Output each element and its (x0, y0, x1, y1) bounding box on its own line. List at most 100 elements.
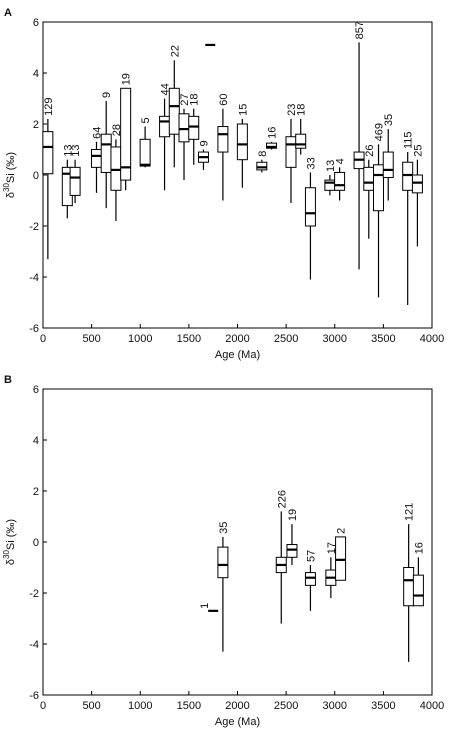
y-tick-label: 2 (33, 119, 39, 131)
box (403, 567, 415, 607)
y-tick-label: -6 (29, 690, 39, 702)
count-label: 15 (237, 104, 249, 116)
x-tick-label: 3500 (371, 700, 395, 712)
count-label: 16 (267, 127, 279, 139)
box (304, 187, 316, 227)
count-label: 13 (70, 144, 82, 156)
count-label: 19 (121, 73, 133, 85)
box (411, 174, 423, 194)
y-tick-label: 4 (33, 435, 39, 447)
box (217, 546, 229, 579)
y-tick-label: -4 (29, 272, 39, 284)
count-label: 4 (335, 158, 347, 164)
box (159, 115, 171, 138)
y-axis-label: δ30Si (‰) (2, 519, 17, 565)
x-tick-label: 2500 (274, 333, 298, 345)
count-label: 64 (91, 127, 103, 139)
count-label: 2 (336, 528, 348, 534)
y-tick-label: 0 (33, 537, 39, 549)
count-label: 25 (412, 144, 424, 156)
x-tick-label: 1500 (177, 700, 201, 712)
x-tick-label: 0 (40, 333, 46, 345)
x-tick-label: 1500 (177, 333, 201, 345)
count-label: 27 (179, 93, 191, 105)
x-tick-label: 0 (40, 700, 46, 712)
x-axis-label: Age (Ma) (215, 716, 260, 728)
x-tick-label: 4000 (420, 700, 444, 712)
count-label: 9 (101, 92, 113, 98)
box (100, 133, 112, 173)
x-tick-label: 1000 (128, 333, 152, 345)
y-tick-label: 6 (33, 384, 39, 396)
box (178, 113, 190, 143)
count-label: 60 (218, 93, 230, 105)
count-label: 18 (189, 93, 201, 105)
x-tick-label: 1000 (128, 700, 152, 712)
y-label-part: δ (5, 559, 17, 565)
y-label-superscript: 30 (2, 550, 11, 559)
count-label: 129 (43, 98, 55, 116)
count-label: 19 (287, 509, 299, 521)
y-tick-label: 0 (33, 170, 39, 182)
x-axis-label: Age (Ma) (215, 349, 260, 361)
y-label-part: Si (‰) (5, 152, 17, 183)
count-label: 13 (325, 160, 337, 172)
plot-frame (42, 388, 433, 696)
count-label: 857 (354, 21, 366, 39)
x-tick-label: 500 (82, 333, 100, 345)
count-label: 5 (140, 117, 152, 123)
count-label: 33 (305, 157, 317, 169)
box (286, 544, 298, 558)
y-label-part: Si (‰) (5, 519, 17, 550)
x-tick-label: 4000 (420, 333, 444, 345)
count-label: 469 (374, 123, 386, 141)
count-label: 28 (111, 124, 123, 136)
count-label: 57 (305, 550, 317, 562)
box (168, 87, 180, 135)
count-label: 226 (276, 490, 288, 508)
box (382, 151, 394, 179)
box (90, 149, 102, 168)
y-tick-label: -4 (29, 639, 39, 651)
box (304, 572, 316, 586)
x-tick-label: 2000 (225, 333, 249, 345)
count-label: 18 (296, 104, 308, 116)
count-label: 22 (169, 45, 181, 57)
x-tick-label: 3000 (323, 333, 347, 345)
box (412, 574, 424, 607)
count-label: 17 (326, 542, 338, 554)
box (236, 123, 248, 161)
count-label: 23 (286, 104, 298, 116)
box (139, 138, 151, 167)
x-tick-label: 500 (82, 700, 100, 712)
x-tick-label: 3000 (323, 700, 347, 712)
box (256, 161, 268, 171)
y-tick-label: 4 (33, 68, 39, 80)
count-label: 26 (364, 144, 376, 156)
y-tick-label: -2 (29, 221, 39, 233)
y-tick-label: -6 (29, 323, 39, 335)
count-label: 1 (199, 603, 211, 609)
box (69, 166, 81, 196)
y-tick-label: 6 (33, 17, 39, 29)
box (285, 136, 297, 168)
box (120, 87, 132, 181)
count-label: 13 (62, 144, 74, 156)
y-tick-label: 2 (33, 486, 39, 498)
x-tick-label: 2500 (274, 700, 298, 712)
box (266, 142, 278, 149)
count-label: 121 (404, 503, 416, 521)
y-label-part: δ (5, 192, 17, 198)
box (42, 131, 54, 175)
box (188, 115, 200, 140)
count-label: 115 (403, 132, 415, 150)
x-tick-label: 2000 (225, 700, 249, 712)
y-axis-label: δ30Si (‰) (2, 152, 17, 198)
count-label: 16 (413, 542, 425, 554)
count-label: 35 (218, 522, 230, 534)
box (110, 146, 122, 191)
y-tick-label: -2 (29, 588, 39, 600)
count-label: 9 (198, 140, 210, 146)
count-label: 8 (257, 151, 269, 157)
